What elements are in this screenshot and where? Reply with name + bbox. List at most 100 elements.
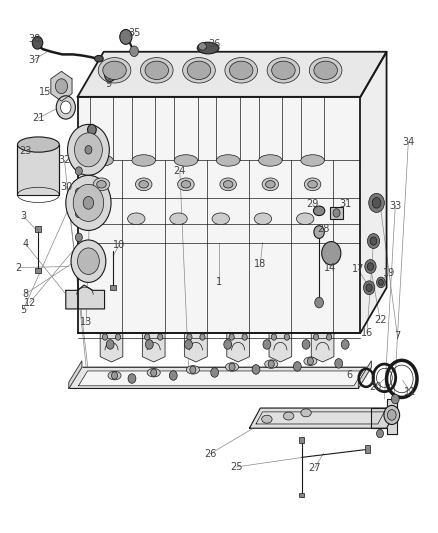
- Text: 15: 15: [39, 86, 51, 96]
- Text: 9: 9: [105, 78, 111, 88]
- Circle shape: [120, 29, 132, 44]
- Text: 3: 3: [20, 211, 26, 221]
- Bar: [18, 144, 59, 195]
- Polygon shape: [142, 333, 165, 362]
- Ellipse shape: [97, 181, 106, 188]
- Ellipse shape: [301, 155, 324, 166]
- Circle shape: [365, 260, 376, 273]
- Circle shape: [378, 279, 383, 285]
- Bar: [110, 285, 116, 290]
- Text: 23: 23: [19, 146, 32, 156]
- Ellipse shape: [98, 58, 131, 83]
- Circle shape: [105, 68, 116, 82]
- Circle shape: [224, 340, 232, 349]
- Ellipse shape: [135, 178, 152, 191]
- Circle shape: [370, 237, 377, 245]
- Circle shape: [85, 146, 92, 154]
- Text: 26: 26: [204, 449, 216, 459]
- Text: 14: 14: [324, 263, 336, 273]
- Circle shape: [130, 46, 138, 56]
- Ellipse shape: [283, 412, 294, 420]
- Bar: [299, 437, 304, 442]
- Circle shape: [102, 334, 108, 340]
- Circle shape: [78, 248, 99, 274]
- Ellipse shape: [267, 58, 300, 83]
- Ellipse shape: [147, 368, 160, 377]
- Circle shape: [364, 281, 375, 295]
- Circle shape: [112, 372, 117, 379]
- Circle shape: [187, 334, 192, 340]
- Ellipse shape: [127, 213, 145, 224]
- Circle shape: [75, 188, 82, 197]
- Circle shape: [158, 334, 163, 340]
- Ellipse shape: [18, 137, 59, 152]
- Ellipse shape: [95, 55, 103, 62]
- Circle shape: [341, 340, 349, 349]
- Ellipse shape: [90, 155, 113, 166]
- Circle shape: [55, 79, 67, 94]
- Circle shape: [263, 340, 271, 349]
- Circle shape: [314, 225, 324, 238]
- Ellipse shape: [187, 61, 211, 79]
- Text: 31: 31: [339, 199, 351, 209]
- Circle shape: [56, 96, 75, 119]
- Circle shape: [252, 365, 260, 374]
- Text: 7: 7: [394, 332, 401, 342]
- Text: 22: 22: [374, 314, 386, 325]
- Polygon shape: [311, 333, 334, 362]
- Bar: [330, 207, 343, 219]
- Circle shape: [185, 340, 192, 349]
- Text: 16: 16: [361, 328, 373, 338]
- Ellipse shape: [212, 213, 230, 224]
- Polygon shape: [78, 52, 387, 97]
- Ellipse shape: [216, 155, 240, 166]
- Circle shape: [75, 209, 82, 217]
- Ellipse shape: [314, 61, 337, 79]
- Ellipse shape: [258, 155, 282, 166]
- Circle shape: [32, 36, 43, 49]
- Circle shape: [83, 197, 94, 209]
- Text: 10: 10: [113, 240, 125, 251]
- Circle shape: [367, 263, 374, 270]
- Text: 35: 35: [128, 28, 140, 38]
- Ellipse shape: [198, 43, 206, 50]
- Text: 5: 5: [20, 305, 26, 315]
- Ellipse shape: [93, 178, 110, 191]
- Circle shape: [116, 334, 120, 340]
- Polygon shape: [100, 333, 123, 362]
- Ellipse shape: [139, 181, 148, 188]
- Text: 33: 33: [389, 200, 401, 211]
- Circle shape: [88, 124, 96, 135]
- Polygon shape: [78, 371, 363, 386]
- Text: 30: 30: [60, 182, 73, 192]
- Polygon shape: [185, 333, 207, 362]
- Ellipse shape: [301, 409, 311, 417]
- Circle shape: [74, 133, 102, 167]
- Polygon shape: [66, 285, 105, 309]
- Circle shape: [271, 334, 276, 340]
- Ellipse shape: [108, 372, 121, 380]
- Ellipse shape: [304, 357, 317, 366]
- Ellipse shape: [174, 155, 198, 166]
- Ellipse shape: [226, 362, 239, 371]
- Text: 12: 12: [24, 297, 36, 308]
- Circle shape: [384, 406, 399, 424]
- Circle shape: [366, 284, 372, 292]
- Text: 20: 20: [370, 382, 382, 392]
- Circle shape: [326, 334, 332, 340]
- Ellipse shape: [261, 415, 272, 423]
- Ellipse shape: [262, 178, 279, 191]
- Ellipse shape: [254, 213, 272, 224]
- Ellipse shape: [309, 58, 342, 83]
- Circle shape: [229, 363, 235, 370]
- Ellipse shape: [265, 360, 278, 368]
- Ellipse shape: [178, 178, 194, 191]
- Circle shape: [60, 101, 71, 114]
- Circle shape: [211, 368, 219, 377]
- Circle shape: [75, 167, 82, 175]
- Text: 17: 17: [352, 264, 364, 274]
- Ellipse shape: [223, 181, 233, 188]
- Text: 11: 11: [404, 387, 417, 397]
- Circle shape: [229, 334, 234, 340]
- Text: 27: 27: [308, 463, 321, 473]
